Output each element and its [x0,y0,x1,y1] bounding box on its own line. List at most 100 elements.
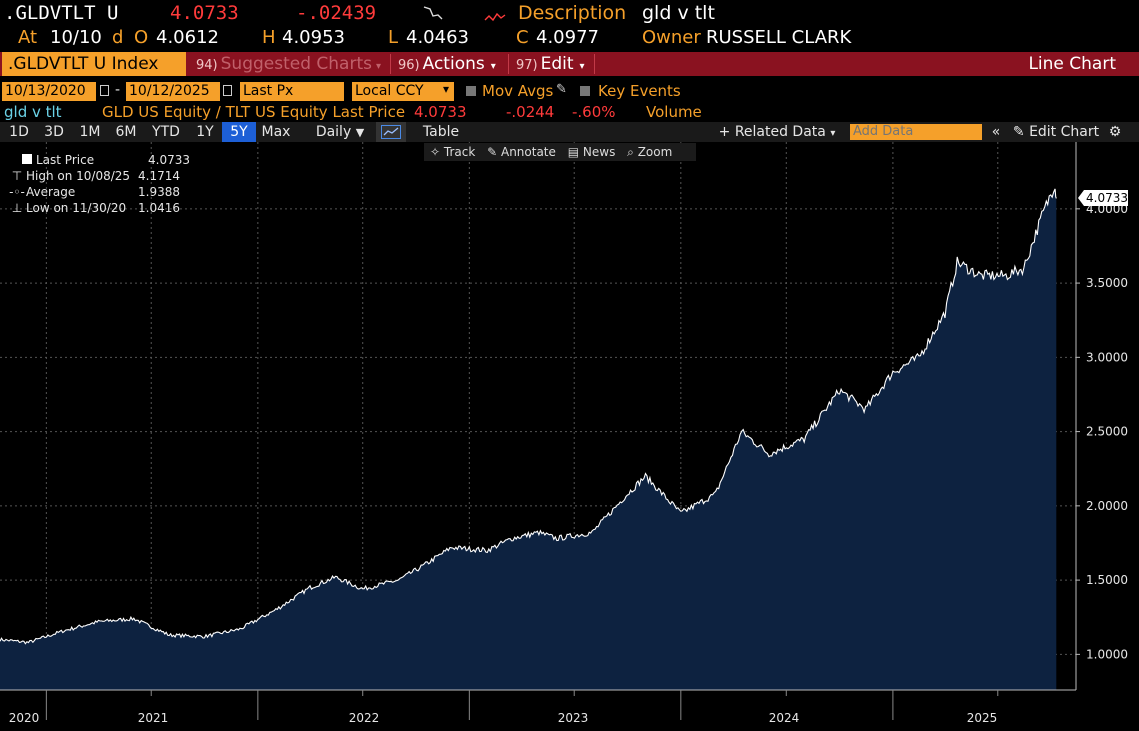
news-button[interactable]: ▤ News [567,145,616,159]
period-3d[interactable]: 3D [44,124,64,140]
series-pct: -.60% [572,103,616,121]
y-tick-label: 2.0000 [1086,499,1128,513]
x-tick-label: 2022 [349,711,380,725]
mini-chart-red-icon [484,12,506,22]
table-button[interactable]: Table [422,124,460,140]
y-tick-label: 2.5000 [1086,425,1128,439]
suggested-charts-menu[interactable]: 94) Suggested Charts ▾ [190,52,388,76]
average-marker-icon: -◦- [9,185,25,199]
owner-label: Owner [642,27,701,48]
legend-high-label: High on 10/08/25 [26,169,131,183]
x-tick-label: 2024 [769,711,800,725]
period-1d[interactable]: 1D [9,124,29,140]
related-data-label: Related Data [734,124,826,140]
x-tick-label: 2021 [138,711,169,725]
period-6m[interactable]: 6M [115,124,137,140]
chart-type-label: Line Chart [1028,54,1116,74]
mini-chart-icon [423,6,443,20]
end-date-field[interactable]: 10/12/2025 [126,82,220,101]
edit-chart-label: Edit Chart [1029,124,1100,140]
x-tick-label: 2023 [558,711,589,725]
chart-legend: Last Price 4.0733 ⊤ High on 10/08/25 4.1714… [8,152,190,216]
owner-value: RUSSELL CLARK [706,27,852,48]
legend-last-label: Last Price [36,153,95,167]
actions-menu[interactable]: 96) Actions ▾ [392,52,508,76]
low-marker-icon: ⊥ [11,201,23,215]
chevron-down-icon: ▾ [443,82,450,96]
edit-label: Edit [540,54,574,74]
line-chart-toggle[interactable] [376,122,406,142]
chevron-down-icon: ▼ [355,126,365,139]
legend-low: ⊥ Low on 11/30/20 1.0416 [8,200,190,216]
legend-avg-value: 1.9388 [138,185,180,199]
frequency-dropdown[interactable]: Daily ▼ [308,122,372,142]
key-events-checkbox[interactable] [580,86,590,96]
period-5y[interactable]: 5Y [222,122,256,142]
zoom-label: Zoom [637,145,673,159]
actions-label: Actions [422,54,485,74]
mov-avgs-label: Mov Avgs [482,82,554,100]
price-line [0,188,1057,645]
edit-fk: 97) [516,58,538,73]
suggested-fk: 94) [196,58,218,73]
high-marker-icon: ⊤ [11,169,23,183]
legend-last-value: 4.0733 [148,153,190,167]
price-type-field[interactable]: Last Px [240,82,344,101]
series-last: 4.0733 [414,103,467,121]
y-axis: 4.00003.50003.00002.50002.00001.50001.00… [1075,142,1128,690]
description-value: gld v tlt [642,2,715,24]
legend-high: ⊤ High on 10/08/25 4.1714 [8,168,190,184]
x-tick-label: 2025 [967,711,998,725]
menu-bar: .GLDVTLT U Index 94) Suggested Charts ▾ 96… [0,52,1139,76]
security-field[interactable]: .GLDVTLT U Index [2,52,186,76]
low-value: 4.0463 [406,27,469,48]
related-data-menu[interactable]: + Related Data ▾ [718,124,836,140]
edit-chart-button[interactable]: ✎ Edit Chart [1010,122,1102,142]
d-label: d [112,27,124,48]
period-ytd[interactable]: YTD [152,124,180,140]
chart-tools: ✧ Track ✎ Annotate ▤ News ⌕ Zoom [424,143,696,161]
last-price: 4.0733 [170,2,239,24]
y-tick-label: 3.5000 [1086,276,1128,290]
chevron-down-icon: ▾ [579,61,585,72]
series-change: -.0244 [506,103,555,121]
mov-avgs-checkbox[interactable] [466,86,476,96]
y-tick-label: 3.0000 [1086,350,1128,364]
close-value: 4.0977 [536,27,599,48]
calendar-icon[interactable] [100,85,109,96]
y-tick-label: 1.5000 [1086,573,1128,587]
price-chart[interactable]: 4.00003.50003.00002.50002.00001.50001.00… [0,142,1139,731]
pencil-icon[interactable]: ✎ [556,82,567,97]
chart-toolbar: 1D 3D 1M 6M YTD 1Y 5Y Max Daily ▼ Table + Relat… [0,122,1139,142]
x-tick-label: 2020 [9,711,40,725]
period-1m[interactable]: 1M [79,124,101,140]
period-1y[interactable]: 1Y [196,124,214,140]
series-name: gld v tlt [4,103,62,121]
add-data-input[interactable] [850,124,982,140]
period-max[interactable]: Max [261,124,291,140]
start-date-field[interactable]: 10/13/2020 [2,82,96,101]
gear-icon[interactable]: ⚙ [1108,124,1122,140]
edit-menu[interactable]: 97) Edit ▾ [510,52,594,76]
at-date: 10/10 [50,27,102,48]
last-price-badge: 4.0733 [1078,189,1128,206]
collapse-icon[interactable]: « [991,124,1001,140]
annotate-button[interactable]: ✎ Annotate [487,145,556,159]
pencil-icon: ✎ [1012,124,1025,140]
open-value: 4.0612 [156,27,219,48]
chevron-down-icon: ▾ [490,61,496,72]
currency-field[interactable]: Local CCY [352,82,454,101]
track-label: Track [443,145,476,159]
calendar-icon[interactable] [223,85,232,96]
data-point [1054,183,1056,185]
zoom-button[interactable]: ⌕ Zoom [627,145,673,159]
legend-avg: -◦-Average 1.9388 [8,184,190,200]
actions-fk: 96) [398,58,420,73]
track-button[interactable]: ✧ Track [430,145,476,159]
frequency-label: Daily [315,124,352,140]
legend-low-value: 1.0416 [138,201,180,215]
high-label: H [262,27,276,48]
volume-label: Volume [646,103,702,121]
price-area [0,188,1057,690]
legend-avg-label: Average [26,185,76,199]
